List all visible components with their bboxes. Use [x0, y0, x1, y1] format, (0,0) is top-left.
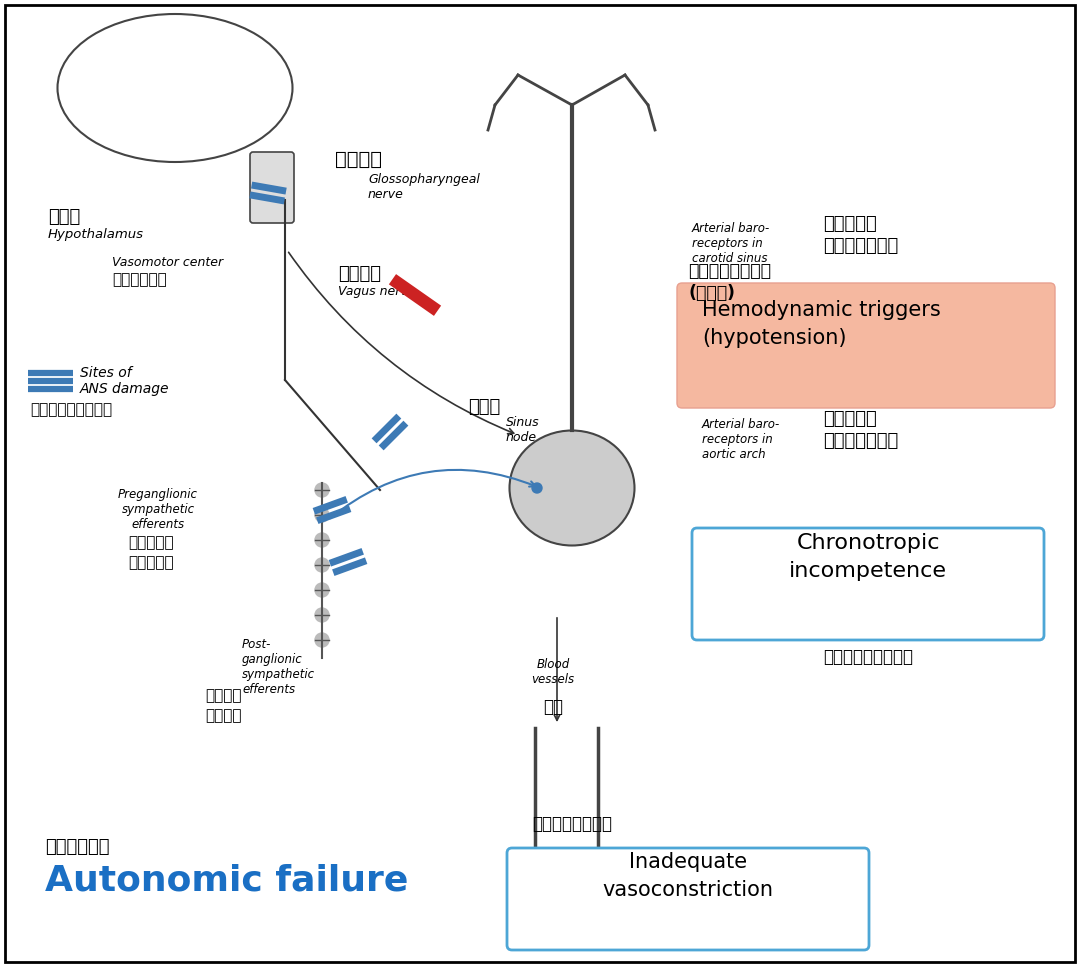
Ellipse shape — [510, 430, 635, 545]
Circle shape — [532, 483, 542, 493]
Text: Autonomic failure: Autonomic failure — [45, 863, 408, 897]
Text: Hypothalamus: Hypothalamus — [48, 228, 144, 241]
Circle shape — [315, 608, 329, 622]
FancyBboxPatch shape — [507, 848, 869, 950]
FancyBboxPatch shape — [692, 528, 1044, 640]
Circle shape — [315, 558, 329, 572]
Text: 迷走神经: 迷走神经 — [338, 265, 381, 283]
Circle shape — [315, 483, 329, 497]
Text: Sites of
ANS damage: Sites of ANS damage — [80, 366, 170, 396]
Text: Arterial baro-
receptors in
aortic arch: Arterial baro- receptors in aortic arch — [702, 418, 780, 461]
Circle shape — [315, 533, 329, 547]
Circle shape — [315, 583, 329, 597]
Text: Post-
ganglionic
sympathetic
efferents: Post- ganglionic sympathetic efferents — [242, 638, 315, 696]
Text: 心脏变时性功能不全: 心脏变时性功能不全 — [823, 648, 913, 666]
Text: Vasomotor center: Vasomotor center — [112, 256, 224, 269]
Text: Sinus
node: Sinus node — [507, 416, 540, 444]
Text: 颈动脉穦的
动脉压力感受器: 颈动脉穦的 动脉压力感受器 — [823, 215, 899, 255]
Circle shape — [315, 633, 329, 647]
Text: Inadequate
vasoconstriction: Inadequate vasoconstriction — [603, 852, 773, 900]
Text: 主动脉弓的
动脉压力感受器: 主动脉弓的 动脉压力感受器 — [823, 410, 899, 451]
Text: Blood
vessels: Blood vessels — [531, 658, 575, 686]
Text: 血流动力学触发器
(低血压): 血流动力学触发器 (低血压) — [688, 262, 771, 303]
FancyBboxPatch shape — [5, 5, 1075, 962]
Text: Vagus nerve: Vagus nerve — [338, 285, 416, 298]
Text: Chronotropic
incompetence: Chronotropic incompetence — [789, 533, 947, 581]
FancyBboxPatch shape — [677, 283, 1055, 408]
Text: Preganglionic
sympathetic
efferents: Preganglionic sympathetic efferents — [118, 488, 198, 531]
Text: 血管舒缩中枢: 血管舒缩中枢 — [112, 272, 166, 287]
Text: 舌和神经: 舌和神经 — [335, 150, 381, 169]
Circle shape — [315, 508, 329, 522]
Text: 神经节后
交感传出: 神经节后 交感传出 — [205, 688, 242, 722]
Text: 神经节前交
感神经传出: 神经节前交 感神经传出 — [129, 535, 174, 570]
Text: Glossopharyngeal
nerve: Glossopharyngeal nerve — [368, 173, 480, 201]
Text: 穦房结: 穦房结 — [468, 398, 500, 416]
FancyBboxPatch shape — [249, 152, 294, 223]
Text: 不适当的血管收缩: 不适当的血管收缩 — [532, 815, 612, 833]
Text: 自主神经衰竭: 自主神经衰竭 — [45, 838, 109, 856]
Text: Hemodynamic triggers
(hypotension): Hemodynamic triggers (hypotension) — [702, 300, 941, 348]
Text: 血管: 血管 — [543, 698, 563, 716]
Text: 自主神经损坏的位点: 自主神经损坏的位点 — [30, 402, 112, 417]
Text: Arterial baro-
receptors in
carotid sinus: Arterial baro- receptors in carotid sinu… — [692, 222, 770, 265]
Text: 下丘脑: 下丘脑 — [48, 208, 80, 226]
